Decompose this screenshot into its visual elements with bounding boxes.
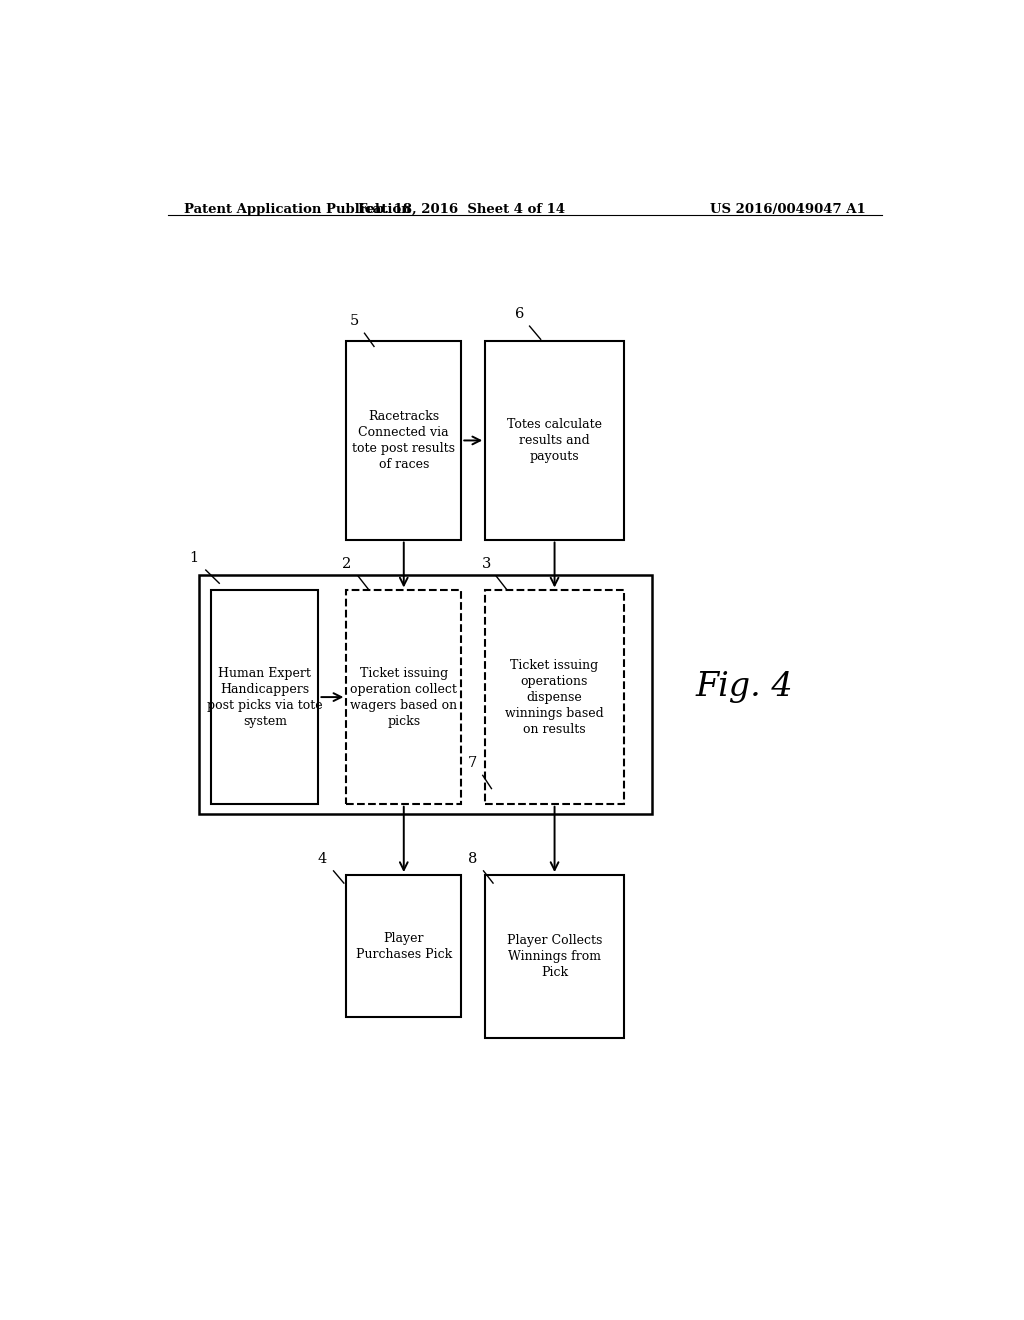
Text: Racetracks
Connected via
tote post results
of races: Racetracks Connected via tote post resul… <box>352 411 456 471</box>
Bar <box>485 875 624 1038</box>
Text: 2: 2 <box>342 557 351 572</box>
Text: Feb. 18, 2016  Sheet 4 of 14: Feb. 18, 2016 Sheet 4 of 14 <box>357 203 565 216</box>
Text: US 2016/0049047 A1: US 2016/0049047 A1 <box>711 203 866 216</box>
Text: 6: 6 <box>514 308 524 321</box>
Text: Ticket issuing
operation collect
wagers based on
picks: Ticket issuing operation collect wagers … <box>350 667 458 727</box>
Text: 1: 1 <box>189 550 199 565</box>
Bar <box>485 590 624 804</box>
Bar <box>346 875 461 1018</box>
Text: Player
Purchases Pick: Player Purchases Pick <box>355 932 452 961</box>
Text: Ticket issuing
operations
dispense
winnings based
on results: Ticket issuing operations dispense winni… <box>505 659 604 735</box>
Text: 4: 4 <box>317 851 327 866</box>
Text: Fig. 4: Fig. 4 <box>695 671 793 704</box>
Text: Human Expert
Handicappers
post picks via tote
system: Human Expert Handicappers post picks via… <box>207 667 323 727</box>
Text: Player Collects
Winnings from
Pick: Player Collects Winnings from Pick <box>507 933 602 978</box>
Text: Totes calculate
results and
payouts: Totes calculate results and payouts <box>507 418 602 463</box>
Text: Patent Application Publication: Patent Application Publication <box>183 203 411 216</box>
Bar <box>346 590 461 804</box>
Bar <box>211 590 318 804</box>
Bar <box>200 576 651 814</box>
Text: 7: 7 <box>468 756 477 771</box>
Text: 5: 5 <box>349 314 358 329</box>
Bar <box>346 342 461 540</box>
Bar <box>485 342 624 540</box>
Text: 8: 8 <box>468 851 477 866</box>
Text: 3: 3 <box>482 557 492 572</box>
